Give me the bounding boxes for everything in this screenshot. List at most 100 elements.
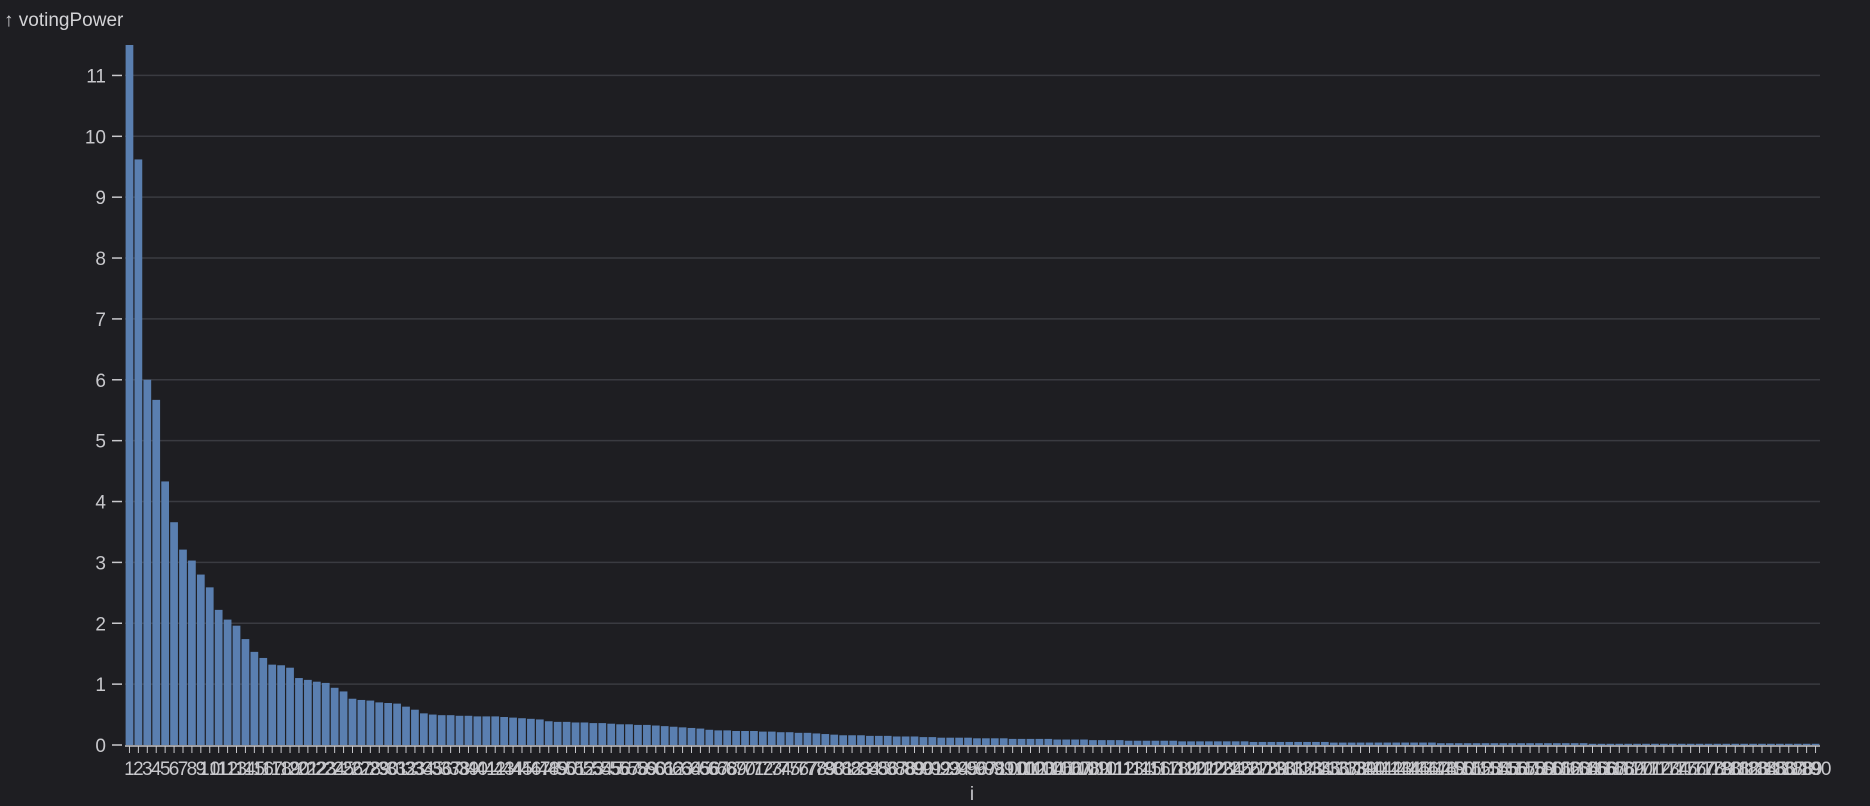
bar xyxy=(232,625,241,745)
bar xyxy=(946,737,955,745)
x-tick-label: 136 xyxy=(1318,759,1350,780)
bar xyxy=(428,714,437,745)
bar xyxy=(1133,740,1142,745)
x-tick-label: 121 xyxy=(1184,759,1216,780)
bar xyxy=(1633,743,1641,745)
bar xyxy=(1294,741,1302,745)
bar xyxy=(767,731,776,745)
x-tick-label: 162 xyxy=(1550,759,1582,780)
bar xyxy=(830,734,839,745)
x-tick-label: 170 xyxy=(1621,759,1653,780)
bar xyxy=(1802,743,1811,745)
bar xyxy=(161,481,170,745)
bar xyxy=(134,159,143,745)
bar xyxy=(509,717,517,745)
bar xyxy=(1410,742,1418,745)
x-tick-label: 157 xyxy=(1505,759,1537,780)
bar xyxy=(357,699,366,745)
bar xyxy=(1374,742,1383,745)
x-tick-label: 183 xyxy=(1737,759,1769,780)
x-tick-label: 58 xyxy=(627,759,648,780)
x-tick-label: 115 xyxy=(1131,759,1161,780)
bar xyxy=(1793,743,1802,745)
bar xyxy=(277,665,285,745)
x-tick-label: 169 xyxy=(1612,759,1644,780)
bar xyxy=(1401,742,1410,745)
x-tick-label: 129 xyxy=(1256,759,1288,780)
bar xyxy=(295,678,303,745)
x-tick-label: 93 xyxy=(940,759,961,780)
bar xyxy=(1240,741,1249,745)
bar xyxy=(1169,740,1178,745)
bar xyxy=(170,522,178,745)
x-tick-label: 184 xyxy=(1746,759,1778,780)
bar xyxy=(1767,743,1775,745)
bar xyxy=(321,682,330,745)
x-tick-label: 43 xyxy=(494,759,515,780)
bar xyxy=(375,702,384,745)
x-tick-label: 98 xyxy=(984,759,1005,780)
bar xyxy=(866,735,874,745)
x-tick-label: 54 xyxy=(592,759,614,780)
x-tick-label: 13 xyxy=(226,759,247,780)
x-tick-label: 31 xyxy=(387,759,408,780)
bar xyxy=(518,718,526,745)
y-tick-label: 0 xyxy=(95,736,106,757)
y-axis: 0 1 2 3 4 5 6 7 8 9 10 11 xyxy=(85,66,122,757)
bar xyxy=(1606,743,1615,745)
bar xyxy=(1035,738,1044,745)
x-tick-label: 6 xyxy=(169,759,180,780)
bar xyxy=(1445,743,1454,745)
y-tick-label: 3 xyxy=(95,553,106,574)
bar xyxy=(1784,743,1793,745)
bar xyxy=(1624,743,1633,745)
x-tick-label: 119 xyxy=(1167,759,1197,780)
bar xyxy=(705,729,714,745)
bar xyxy=(544,721,553,745)
x-tick-label: 30 xyxy=(378,759,399,780)
bar xyxy=(571,722,580,745)
bar xyxy=(1651,743,1659,745)
x-tick-label: 175 xyxy=(1666,759,1698,780)
x-tick-label: 14 xyxy=(235,759,257,780)
x-tick-label: 68 xyxy=(717,759,738,780)
x-tick-label: 36 xyxy=(431,759,452,780)
x-tick-label: 94 xyxy=(949,759,971,780)
x-tick-label: 116 xyxy=(1140,759,1170,780)
bar xyxy=(1668,743,1677,745)
y-tick-label: 2 xyxy=(95,614,106,635)
x-tick-label: 16 xyxy=(253,759,274,780)
x-tick-label: 50 xyxy=(556,759,577,780)
x-tick-label: 7 xyxy=(178,759,189,780)
bar xyxy=(1499,743,1508,745)
bar xyxy=(1115,740,1124,745)
x-tick-label: 111 xyxy=(1096,759,1125,780)
bar xyxy=(241,639,250,745)
x-tick-label: 89 xyxy=(904,759,925,780)
x-tick-label: 117 xyxy=(1149,759,1179,780)
bar xyxy=(1570,743,1579,745)
x-tick-label: 67 xyxy=(708,759,729,780)
bar xyxy=(562,721,571,745)
bar xyxy=(1660,743,1668,745)
x-tick-label: 139 xyxy=(1345,759,1377,780)
bar xyxy=(1303,741,1311,745)
x-tick-label: 164 xyxy=(1568,759,1600,780)
x-tick-label: 25 xyxy=(333,759,354,780)
bar xyxy=(1196,741,1204,745)
x-tick-label: 101 xyxy=(1006,759,1038,780)
bar xyxy=(366,700,375,745)
bar xyxy=(1213,741,1222,745)
x-tick-label: 75 xyxy=(779,759,800,780)
bar xyxy=(1089,740,1097,745)
bar xyxy=(1285,741,1294,745)
x-tick-label: 146 xyxy=(1407,759,1439,780)
x-tick-label: 62 xyxy=(663,759,684,780)
x-tick-label: 42 xyxy=(485,759,506,780)
bar xyxy=(616,724,624,745)
bar xyxy=(874,735,883,745)
bar xyxy=(1151,740,1160,745)
bar xyxy=(482,716,491,745)
bar xyxy=(1142,740,1151,745)
x-tick-label: 83 xyxy=(850,759,871,780)
